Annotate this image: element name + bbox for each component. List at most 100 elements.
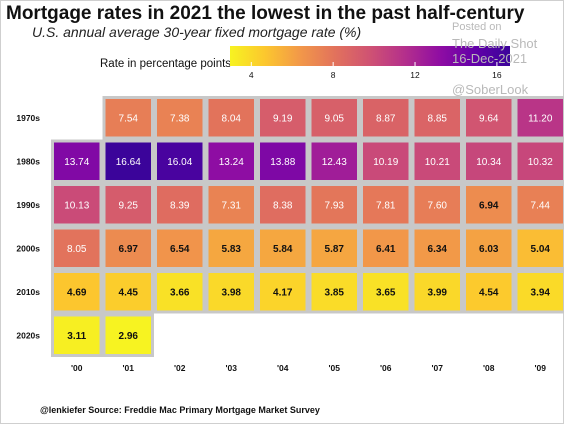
heatmap-cell (54, 316, 100, 354)
heatmap-cell-label: 7.60 (428, 200, 448, 211)
heatmap-cell (517, 186, 563, 224)
watermark-line: Posted on (452, 21, 502, 33)
heatmap-cell-label: 10.34 (476, 157, 501, 168)
heatmap-cell-label: 10.21 (425, 157, 450, 168)
heatmap-cell (363, 229, 409, 267)
legend-title: Rate in percentage points (100, 58, 232, 70)
heatmap-cell (208, 273, 254, 311)
column-label: '08 (483, 363, 495, 373)
heatmap-cell (414, 229, 460, 267)
column-label: '09 (535, 363, 547, 373)
heatmap-cell-label: 16.64 (116, 157, 141, 168)
heatmap-cell-label: 8.87 (376, 113, 396, 124)
heatmap-cell (260, 273, 306, 311)
column-label: '01 (123, 363, 135, 373)
heatmap-cell-label: 3.65 (376, 287, 396, 298)
column-label: '00 (71, 363, 83, 373)
heatmap-cell-label: 13.88 (270, 157, 295, 168)
heatmap-cell-label: 8.39 (170, 200, 190, 211)
heatmap-cell-label: 7.44 (531, 200, 551, 211)
heatmap-cell (466, 273, 512, 311)
column-label: '06 (380, 363, 392, 373)
legend-tick-label: 8 (331, 70, 336, 80)
heatmap-cell (54, 186, 100, 224)
heatmap-cell-label: 10.13 (64, 200, 89, 211)
heatmap-cell-label: 5.87 (325, 244, 345, 255)
heatmap-cell (260, 99, 306, 137)
heatmap-cell-label: 11.20 (528, 113, 553, 124)
heatmap-cell-label: 16.04 (167, 157, 192, 168)
heatmap-cell-label: 9.05 (325, 113, 345, 124)
heatmap-cell (466, 142, 512, 180)
heatmap-cell-label: 6.54 (170, 244, 190, 255)
legend-tick-label: 16 (492, 70, 502, 80)
heatmap-cell-label: 6.41 (376, 244, 396, 255)
heatmap-cell (208, 99, 254, 137)
heatmap-cell-label: 10.19 (373, 157, 398, 168)
heatmap-cell-label: 13.24 (219, 157, 244, 168)
heatmap-cell (157, 273, 203, 311)
heatmap-cell-label: 12.43 (322, 157, 347, 168)
heatmap-cell (414, 142, 460, 180)
heatmap-cell (157, 186, 203, 224)
heatmap-cell (311, 99, 357, 137)
heatmap-cell-label: 6.34 (428, 244, 448, 255)
heatmap-cell (311, 273, 357, 311)
heatmap-cell-label: 7.54 (119, 113, 139, 124)
heatmap-cell-label: 5.84 (273, 244, 293, 255)
row-label: 2010s (16, 287, 40, 297)
heatmap-cell (105, 316, 151, 354)
heatmap-cell-label: 3.94 (531, 287, 551, 298)
heatmap-cell-label: 5.83 (222, 244, 242, 255)
heatmap-cell (157, 99, 203, 137)
watermark-line: 16-Dec-2021 (452, 51, 528, 66)
heatmap-cell (414, 273, 460, 311)
column-label: '07 (432, 363, 444, 373)
heatmap-cell (363, 186, 409, 224)
heatmap-cell-label: 10.32 (528, 157, 553, 168)
column-label: '05 (329, 363, 341, 373)
heatmap-cell-label: 4.45 (119, 287, 139, 298)
heatmap-cell-label: 8.04 (222, 113, 242, 124)
heatmap-cell (363, 99, 409, 137)
heatmap-cell-label: 9.19 (273, 113, 293, 124)
heatmap-cell (54, 229, 100, 267)
row-label: 1980s (16, 156, 40, 166)
heatmap-cell (517, 142, 563, 180)
column-label: '03 (226, 363, 238, 373)
heatmap-cell (517, 229, 563, 267)
heatmap-cell-label: 8.05 (67, 244, 87, 255)
heatmap-cell (466, 99, 512, 137)
chart-title: Mortgage rates in 2021 the lowest in the… (6, 3, 525, 24)
heatmap-cell-label: 3.99 (428, 287, 448, 298)
heatmap-cell-label: 3.98 (222, 287, 242, 298)
row-label: 2020s (16, 330, 40, 340)
heatmap-cell-label: 7.38 (170, 113, 190, 124)
heatmap-cell-label: 9.64 (479, 113, 499, 124)
heatmap-cell-label: 5.04 (531, 244, 551, 255)
heatmap-cell-label: 3.66 (170, 287, 190, 298)
heatmap-cell (517, 273, 563, 311)
heatmap-cell (105, 142, 151, 180)
column-label: '02 (174, 363, 186, 373)
legend-colorbar (230, 46, 510, 66)
heatmap-cell-label: 6.97 (119, 244, 139, 255)
heatmap-cell-label: 4.17 (273, 287, 293, 298)
heatmap-cell-label: 6.03 (479, 244, 499, 255)
heatmap-cell (414, 186, 460, 224)
heatmap-cell-label: 2.96 (119, 331, 139, 342)
row-label: 1990s (16, 200, 40, 210)
heatmap-cell-label: 7.81 (376, 200, 396, 211)
column-label: '04 (277, 363, 289, 373)
heatmap-cell-label: 4.54 (479, 287, 499, 298)
source-note: @lenkiefer Source: Freddie Mac Primary M… (40, 405, 320, 415)
heatmap-cell (260, 142, 306, 180)
watermark-line: @SoberLook (452, 82, 529, 97)
heatmap-cell (260, 229, 306, 267)
heatmap-cell (311, 142, 357, 180)
heatmap-cell (54, 273, 100, 311)
heatmap-cell (105, 186, 151, 224)
watermark-line: The Daily Shot (452, 36, 538, 51)
row-label: 2000s (16, 243, 40, 253)
